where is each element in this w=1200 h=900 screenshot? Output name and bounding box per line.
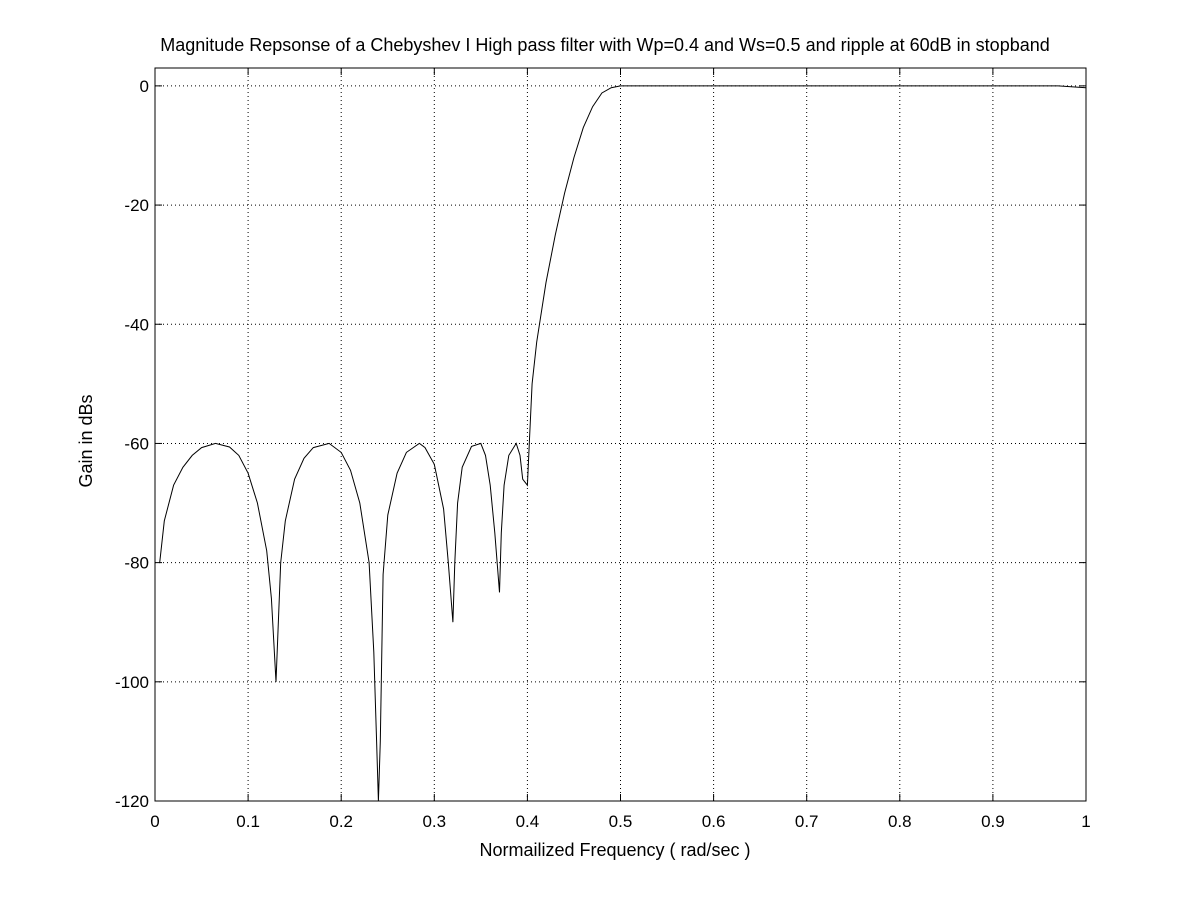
y-tick-label: -60 (124, 434, 149, 453)
x-tick-label: 0.3 (422, 812, 446, 831)
x-tick-label: 0.5 (609, 812, 633, 831)
x-tick-label: 0.4 (516, 812, 540, 831)
y-tick-label: -20 (124, 196, 149, 215)
y-tick-label: -80 (124, 554, 149, 573)
y-tick-label: -100 (115, 673, 149, 692)
x-tick-label: 0.7 (795, 812, 819, 831)
x-tick-label: 0.9 (981, 812, 1005, 831)
grid-layer (155, 68, 1086, 801)
series-line-magnitude-response (159, 85, 1087, 802)
plot-area-frame (154, 67, 1087, 802)
tick-layer (154, 68, 1087, 802)
x-tick-label: 0 (150, 812, 159, 831)
y-tick-label: -40 (124, 315, 149, 334)
x-tick-labels: 0 0.1 0.2 0.3 0.4 0.5 0.6 0.7 0.8 0.9 1 (150, 812, 1090, 831)
x-axis-label: Normailized Frequency ( rad/sec ) (479, 840, 750, 860)
chart-title: Magnitude Repsonse of a Chebyshev I High… (160, 35, 1050, 55)
x-tick-label: 0.2 (329, 812, 353, 831)
y-tick-label: -120 (115, 792, 149, 811)
y-tick-label: 0 (140, 77, 149, 96)
y-axis-label: Gain in dBs (76, 394, 96, 487)
x-tick-label: 0.1 (236, 812, 260, 831)
x-tick-label: 0.6 (702, 812, 726, 831)
x-tick-label: 1 (1081, 812, 1090, 831)
x-tick-label: 0.8 (888, 812, 912, 831)
y-tick-labels: 0 -20 -40 -60 -80 -100 -120 (115, 77, 149, 811)
